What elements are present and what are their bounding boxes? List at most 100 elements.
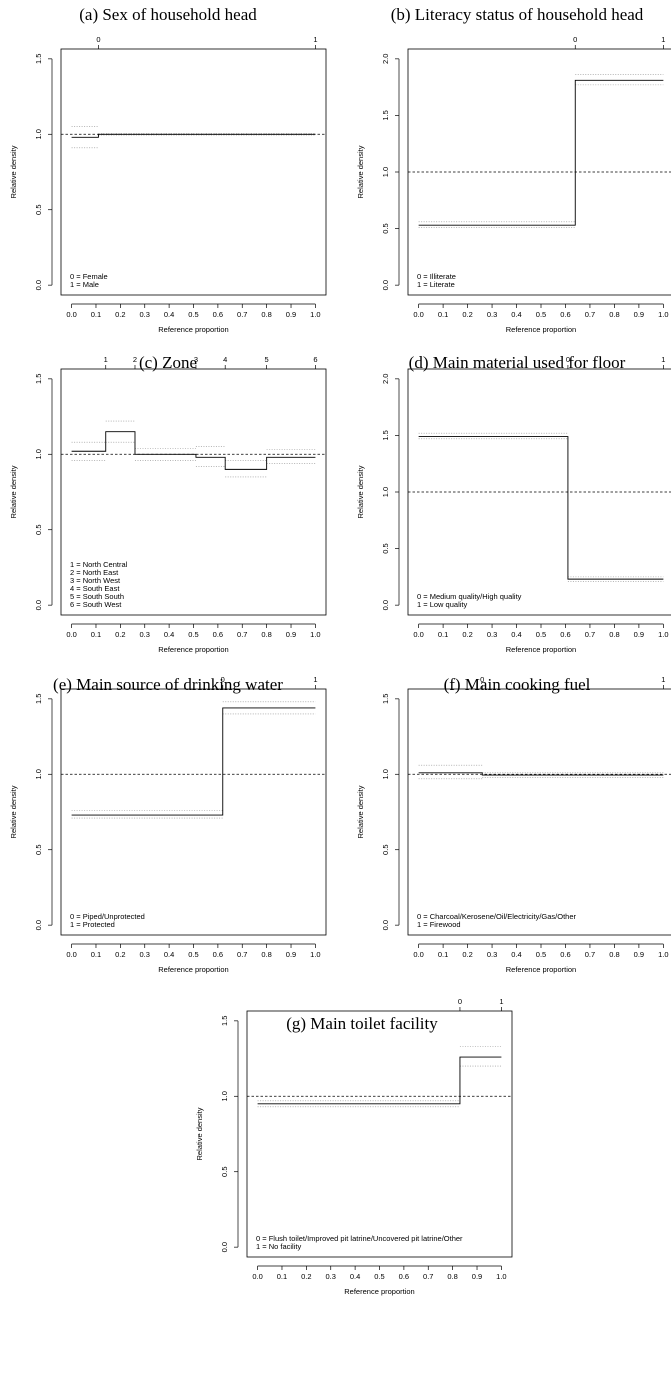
- x-tick-label: 0.2: [462, 950, 472, 959]
- top-tick-label: 1: [661, 675, 665, 684]
- x-tick-label: 0.0: [413, 310, 423, 319]
- x-tick-label: 0.8: [609, 630, 619, 639]
- chart-panel: (e) Main source of drinking water 0.0 0.1 0…: [9, 675, 327, 974]
- x-tick-label: 0.0: [66, 310, 76, 319]
- y-tick-label: 0.5: [34, 845, 43, 855]
- chart-title: (c) Zone: [139, 353, 197, 372]
- y-tick-label: 1.0: [34, 129, 43, 139]
- y-tick-label: 1.0: [381, 487, 390, 497]
- legend-entry: 6 = South West: [70, 600, 122, 609]
- x-tick-label: 0.6: [213, 630, 223, 639]
- y-tick-label: 1.5: [34, 54, 43, 64]
- y-tick-label: 1.5: [381, 430, 390, 440]
- legend-entry: 5 = South South: [70, 592, 124, 601]
- top-tick-label: 5: [265, 355, 269, 364]
- y-axis-label: Relative density: [356, 465, 365, 518]
- legend-entry: 1 = Low quality: [417, 600, 467, 609]
- chart-title: (f) Main cooking fuel: [444, 675, 591, 694]
- x-tick-label: 0.4: [511, 630, 521, 639]
- x-tick-label: 0.1: [438, 630, 448, 639]
- y-tick-label: 0.0: [34, 920, 43, 930]
- plot-frame: [60, 688, 327, 936]
- x-tick-label: 0.0: [413, 630, 423, 639]
- legend-entry: 0 = Female: [70, 272, 108, 281]
- x-tick-label: 0.8: [447, 1272, 457, 1281]
- x-tick-label: 1.0: [658, 630, 668, 639]
- x-tick-label: 0.5: [536, 310, 546, 319]
- x-tick-label: 0.4: [511, 950, 521, 959]
- x-tick-label: 0.1: [91, 950, 101, 959]
- legend-entry: 1 = Literate: [417, 280, 455, 289]
- x-tick-label: 0.9: [286, 630, 296, 639]
- x-axis-label: Reference proportion: [506, 325, 576, 334]
- top-tick-label: 4: [223, 355, 227, 364]
- top-tick-label: 0: [480, 675, 484, 684]
- top-tick-label: 1: [313, 35, 317, 44]
- x-tick-label: 0.5: [188, 310, 198, 319]
- plot-frame: [60, 368, 327, 616]
- legend-entry: 1 = Protected: [70, 920, 115, 929]
- legend-entry: 0 = Flush toilet/Improved pit latrine/Un…: [256, 1234, 463, 1243]
- top-tick-label: 6: [313, 355, 317, 364]
- x-tick-label: 0.5: [536, 630, 546, 639]
- relative-density-step: [71, 133, 316, 138]
- y-axis-label: Relative density: [9, 785, 18, 838]
- y-axis-label: Relative density: [195, 1107, 204, 1160]
- x-tick-label: 0.4: [164, 310, 174, 319]
- x-tick-label: 0.9: [634, 630, 644, 639]
- x-tick-label: 0.2: [301, 1272, 311, 1281]
- x-tick-label: 0.1: [438, 950, 448, 959]
- x-tick-label: 1.0: [310, 630, 320, 639]
- legend-entry: 0 = Illiterate: [417, 272, 456, 281]
- x-tick-label: 0.5: [188, 630, 198, 639]
- relative-density-step: [418, 772, 664, 776]
- y-tick-label: 1.0: [34, 449, 43, 459]
- y-tick-label: 1.5: [381, 110, 390, 120]
- x-tick-label: 0.6: [560, 630, 570, 639]
- chart-panel: (f) Main cooking fuel 0.0 0.1 0.2 0.3 0.4 0.5 0…: [356, 675, 671, 974]
- x-tick-label: 0.5: [536, 950, 546, 959]
- y-tick-label: 0.5: [381, 223, 390, 233]
- chart-panel: (d) Main material used for floor 0.0 0.1 0.…: [356, 353, 671, 654]
- x-tick-label: 0.7: [237, 310, 247, 319]
- chart-panel: (b) Literacy status of household head 0.0…: [356, 5, 671, 334]
- x-tick-label: 1.0: [658, 310, 668, 319]
- top-tick-label: 3: [194, 355, 198, 364]
- x-tick-label: 0.9: [472, 1272, 482, 1281]
- x-tick-label: 0.3: [487, 630, 497, 639]
- x-tick-label: 0.7: [585, 310, 595, 319]
- top-tick-label: 1: [661, 35, 665, 44]
- top-tick-label: 0: [566, 355, 570, 364]
- top-tick-label: 0: [96, 35, 100, 44]
- chart-title: (d) Main material used for floor: [409, 353, 626, 372]
- x-tick-label: 0.9: [286, 310, 296, 319]
- x-tick-label: 0.0: [252, 1272, 262, 1281]
- x-tick-label: 0.4: [164, 950, 174, 959]
- x-tick-label: 1.0: [310, 950, 320, 959]
- chart-title: (a) Sex of household head: [79, 5, 257, 24]
- x-tick-label: 0.9: [286, 950, 296, 959]
- x-axis-label: Reference proportion: [506, 645, 576, 654]
- chart-panel: (a) Sex of household head 0.0 0.1 0.2 0.3 0.4…: [9, 5, 327, 334]
- y-tick-label: 1.5: [220, 1016, 229, 1026]
- y-tick-label: 1.0: [34, 769, 43, 779]
- y-tick-label: 1.0: [220, 1091, 229, 1101]
- x-tick-label: 0.3: [487, 950, 497, 959]
- y-tick-label: 0.5: [381, 543, 390, 553]
- x-tick-label: 0.9: [634, 310, 644, 319]
- top-tick-label: 1: [661, 355, 665, 364]
- legend-entry: 1 = No facility: [256, 1242, 301, 1251]
- legend-entry: 1 = Firewood: [417, 920, 461, 929]
- y-axis-label: Relative density: [356, 785, 365, 838]
- relative-density-step: [418, 436, 664, 580]
- x-tick-label: 0.8: [609, 950, 619, 959]
- x-axis-label: Reference proportion: [158, 965, 228, 974]
- y-tick-label: 0.5: [34, 525, 43, 535]
- x-tick-label: 0.8: [609, 310, 619, 319]
- x-tick-label: 0.7: [423, 1272, 433, 1281]
- chart-title: (g) Main toilet facility: [286, 1014, 438, 1033]
- top-tick-label: 0: [573, 35, 577, 44]
- x-tick-label: 1.0: [496, 1272, 506, 1281]
- chart-title: (e) Main source of drinking water: [53, 675, 283, 694]
- y-tick-label: 0.0: [381, 920, 390, 930]
